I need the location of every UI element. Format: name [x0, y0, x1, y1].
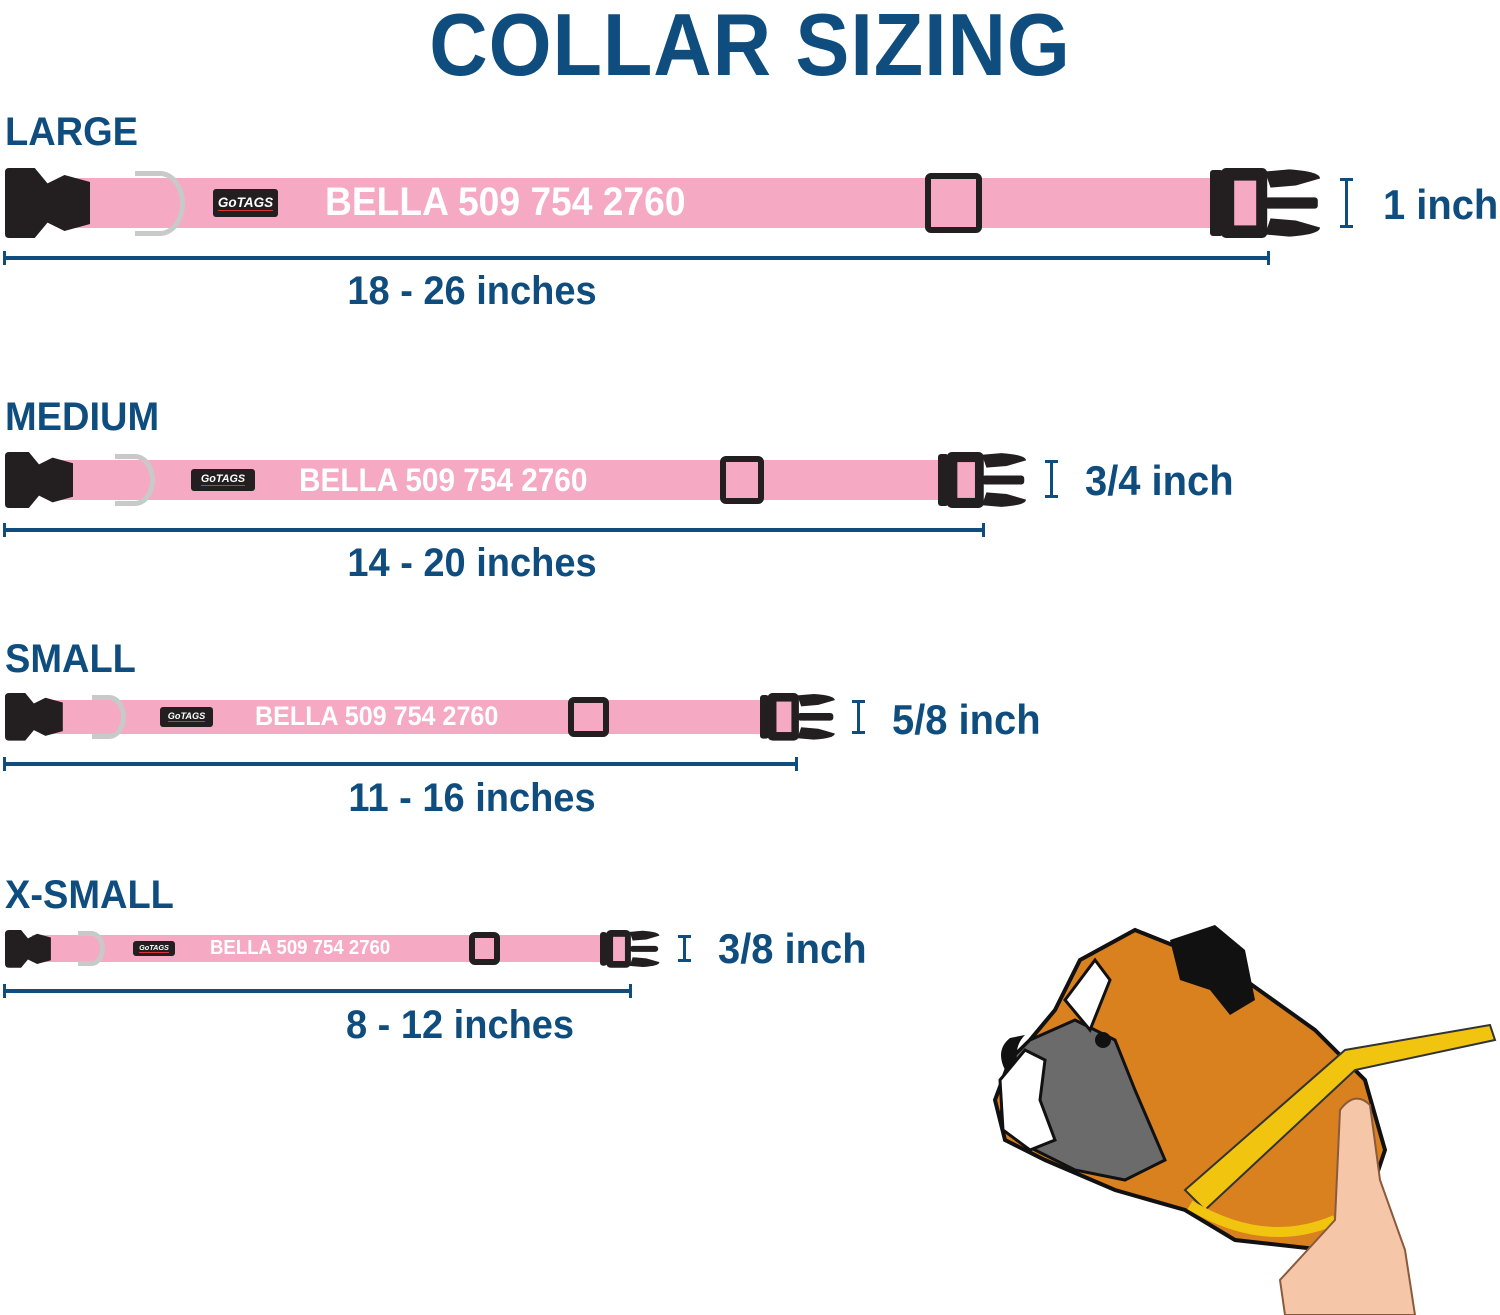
width-indicator-icon	[1045, 460, 1058, 498]
engraving-text: BELLA 509 754 2760	[299, 461, 588, 498]
keeper-loop-icon	[568, 696, 609, 738]
buckle-male-icon	[600, 929, 660, 968]
logo-text: GoTAGS	[217, 195, 274, 211]
width-indicator-icon	[678, 935, 691, 962]
d-ring-icon	[135, 170, 185, 236]
length-measure-line	[3, 251, 1270, 265]
logo-text: GoTAGS	[139, 943, 169, 954]
logo-text: GoTAGS	[167, 711, 206, 723]
d-ring-icon	[115, 454, 155, 506]
buckle-male-icon	[1210, 168, 1320, 238]
length-range: 11 - 16 inches	[348, 776, 596, 820]
engraving-text: BELLA 509 754 2760	[325, 180, 686, 224]
buckle-female-icon	[5, 929, 51, 968]
keeper-loop-icon	[925, 173, 982, 233]
buckle-female-icon	[5, 168, 90, 238]
size-label-3: X-SMALL	[5, 873, 174, 917]
length-range: 8 - 12 inches	[345, 1003, 575, 1047]
d-ring-icon	[92, 694, 126, 740]
length-measure-line	[3, 984, 632, 998]
size-label-1: MEDIUM	[5, 395, 160, 439]
size-label-0: LARGE	[5, 110, 138, 154]
gotags-logo: GoTAGS	[213, 189, 278, 217]
width-indicator-icon	[1340, 178, 1353, 228]
size-label-2: SMALL	[5, 637, 136, 681]
buckle-female-icon	[5, 452, 73, 508]
page-title: COLLAR SIZING	[429, 0, 1071, 94]
width-label: 1 inch	[1383, 181, 1499, 228]
engraving-text: BELLA 509 754 2760	[255, 701, 499, 732]
buckle-female-icon	[5, 693, 63, 741]
boxer-dog-measuring-tape-icon	[992, 925, 1497, 1315]
buckle-male-icon	[760, 693, 835, 741]
gotags-logo: GoTAGS	[191, 468, 255, 492]
engraving-text: BELLA 509 754 2760	[210, 937, 391, 959]
buckle-male-icon	[938, 452, 1026, 508]
d-ring-icon	[78, 930, 105, 967]
width-label: 3/8 inch	[718, 925, 867, 972]
length-range: 18 - 26 inches	[347, 269, 597, 313]
collar-strap	[32, 935, 600, 962]
gotags-logo: GoTAGS	[160, 707, 213, 727]
width-indicator-icon	[852, 700, 865, 734]
keeper-loop-icon	[720, 456, 764, 504]
width-label: 5/8 inch	[892, 696, 1041, 743]
logo-text: GoTAGS	[200, 473, 246, 487]
length-measure-line	[3, 523, 985, 537]
width-label: 3/4 inch	[1085, 457, 1234, 504]
length-range: 14 - 20 inches	[347, 541, 597, 585]
gotags-logo: GoTAGS	[133, 940, 175, 957]
keeper-loop-icon	[469, 932, 500, 965]
length-measure-line	[3, 757, 798, 771]
